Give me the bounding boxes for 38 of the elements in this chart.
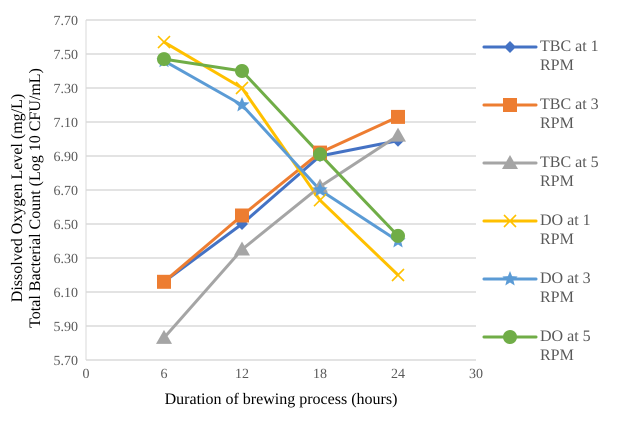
y-tick-label: 6.30 [54,252,78,267]
y-tick-label: 6.70 [54,184,78,199]
legend-label: TBC at 1 RPM [540,37,600,75]
point [235,64,249,78]
y-tick-label: 7.50 [54,48,78,63]
legend-label: DO at 3 RPM [540,269,592,307]
point [391,110,405,124]
point [235,81,249,95]
point [390,128,406,142]
y-tick-label: 7.30 [54,82,78,97]
y-tick-label: 5.90 [54,320,78,335]
x-axis-title: Duration of brewing process (hours) [164,391,398,408]
x-tick-label: 0 [82,366,90,382]
y-tick-label: 7.70 [54,14,78,29]
point [156,330,172,344]
x-tick-label: 12 [235,366,249,382]
y-tick-label: 6.90 [54,150,78,165]
x-tick-label: 6 [160,366,168,382]
legend-label: TBC at 5 RPM [540,153,600,191]
y-tick-label: 7.10 [54,116,78,131]
y-tick-label: 6.10 [54,286,78,301]
legend-label: DO at 1 RPM [540,211,592,249]
x-tick-label: 18 [313,366,327,382]
point [391,228,405,243]
point [312,182,328,196]
y-tick-label: 5.70 [54,354,78,369]
point [391,268,405,282]
legend-label: TBC at 3 RPM [540,95,600,133]
x-tick-label: 30 [469,366,483,382]
point [234,97,250,112]
y-axis-title: Dissolved Oxygen Level (mg/L) Total Bacterial Count (Log 10 CFU/mL) [9,68,44,328]
y-tick-label: 6.50 [54,218,78,233]
point [235,208,249,222]
x-tick-label: 24 [391,366,405,382]
legend-label: DO at 5 RPM [540,327,592,365]
point [157,35,171,49]
point [234,242,250,256]
point [313,193,327,207]
